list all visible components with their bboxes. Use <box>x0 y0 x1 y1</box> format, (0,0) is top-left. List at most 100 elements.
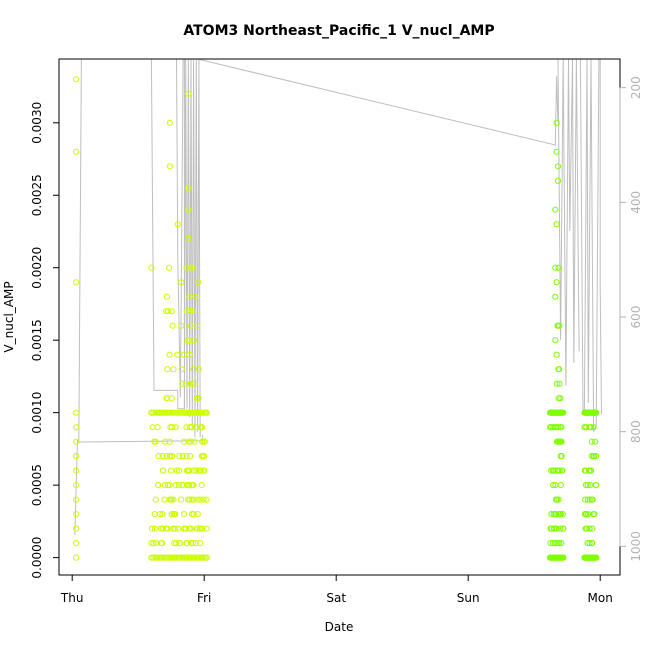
data-point <box>550 510 557 518</box>
data-point <box>552 337 559 344</box>
data-point <box>183 453 190 460</box>
data-point <box>203 554 210 561</box>
x-tick-label: Thu <box>60 591 84 605</box>
data-point <box>158 540 165 547</box>
data-point <box>166 264 173 271</box>
data-point <box>168 510 175 518</box>
data-point <box>556 467 563 474</box>
data-point <box>187 453 194 460</box>
data-point <box>552 206 559 213</box>
data-point <box>583 424 590 431</box>
chart-title: ATOM3 Northeast_Pacific_1 V_nucl_AMP <box>183 23 494 39</box>
data-point <box>168 409 175 416</box>
data-point <box>552 482 559 489</box>
data-point <box>583 510 590 518</box>
data-point <box>170 366 177 373</box>
data-point <box>586 525 593 532</box>
data-point <box>152 438 159 445</box>
data-point <box>183 554 190 561</box>
data-point <box>180 510 187 518</box>
data-point <box>203 409 210 416</box>
data-point <box>588 438 595 445</box>
data-point <box>588 453 595 460</box>
data-point <box>549 540 556 547</box>
data-point <box>200 453 207 460</box>
data-point <box>590 453 597 460</box>
data-point <box>148 264 155 271</box>
data-point <box>163 453 170 460</box>
data-point <box>193 395 200 402</box>
data-point <box>553 221 560 228</box>
data-point <box>164 525 171 532</box>
data-point <box>560 525 567 532</box>
x-tick-label: Fri <box>197 591 211 605</box>
data-point <box>203 496 210 503</box>
data-point <box>164 554 171 561</box>
data-point <box>192 540 199 547</box>
data-point <box>196 525 203 532</box>
data-point <box>197 496 204 503</box>
data-point <box>168 308 175 315</box>
data-point <box>199 525 206 532</box>
data-point <box>558 540 565 547</box>
data-point <box>559 510 566 518</box>
data-point <box>166 409 173 416</box>
data-point <box>589 540 596 547</box>
data-point <box>558 424 565 431</box>
data-point <box>189 540 197 547</box>
data-point <box>166 554 173 561</box>
data-point <box>560 409 567 416</box>
data-point <box>196 540 204 547</box>
data-point <box>185 235 192 242</box>
data-point <box>154 482 162 489</box>
data-point <box>553 496 560 503</box>
data-point <box>201 409 208 416</box>
data-point <box>182 380 189 387</box>
data-point <box>176 453 183 460</box>
data-point <box>557 395 564 402</box>
data-point <box>175 409 182 416</box>
data-point <box>178 496 185 503</box>
data-point <box>73 148 80 155</box>
data-point <box>186 293 193 300</box>
y2-tick-label: 200 <box>629 76 643 99</box>
data-point <box>164 366 171 373</box>
data-point <box>170 525 177 532</box>
data-point <box>187 438 194 445</box>
data-point <box>151 510 158 518</box>
data-point <box>198 453 205 460</box>
data-point <box>169 322 176 329</box>
data-point <box>185 184 192 192</box>
data-point <box>187 380 194 387</box>
data-point <box>193 409 200 416</box>
data-point <box>187 554 194 561</box>
data-point <box>198 424 205 431</box>
data-point <box>555 424 562 431</box>
data-point <box>583 525 590 532</box>
data-point <box>159 510 166 518</box>
data-point <box>181 525 188 532</box>
data-point <box>164 308 171 315</box>
x-axis: Thu Fri Sat Sun Mon <box>60 574 613 605</box>
data-point <box>198 482 205 489</box>
data-point <box>149 424 156 431</box>
y-tick-label: 0.0015 <box>30 319 44 361</box>
data-point <box>589 496 596 503</box>
data-point <box>589 525 596 532</box>
data-point <box>172 554 180 561</box>
data-point <box>164 482 172 489</box>
data-point <box>196 467 203 474</box>
y2-tick-label: 800 <box>629 420 643 443</box>
data-point <box>197 409 204 416</box>
data-point <box>173 467 180 474</box>
data-point <box>156 554 163 561</box>
data-point <box>190 510 197 518</box>
data-point <box>179 380 186 387</box>
data-point <box>188 424 195 431</box>
data-point <box>73 496 80 503</box>
data-point <box>195 395 202 402</box>
data-point <box>199 554 206 561</box>
data-point <box>73 554 80 561</box>
data-point <box>166 163 173 170</box>
